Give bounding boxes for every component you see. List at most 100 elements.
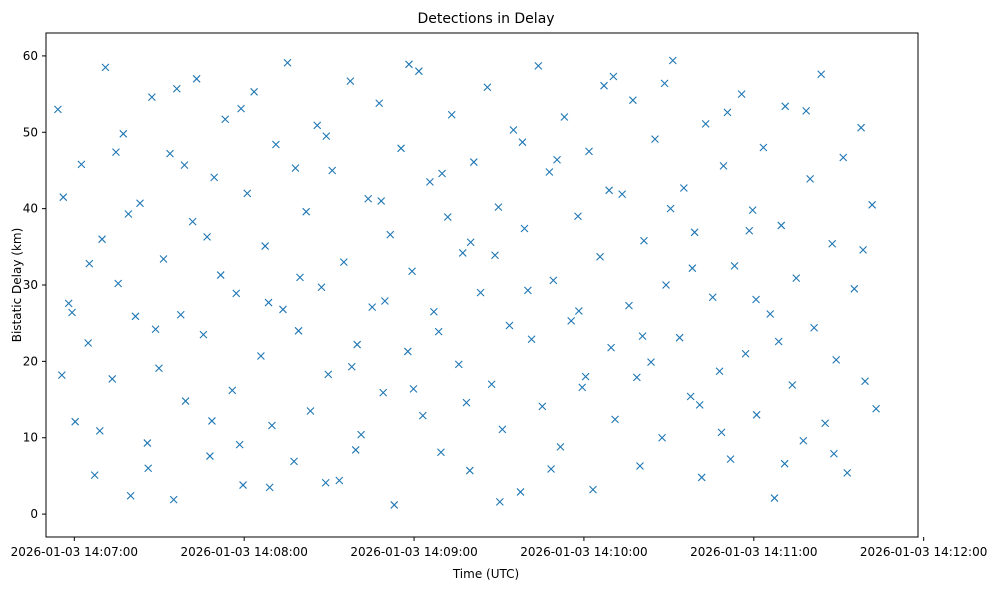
data-point [759,143,768,152]
data-point [498,425,507,434]
data-point [695,401,704,409]
data-point [210,173,219,182]
data-point [647,358,655,367]
data-point [527,335,536,344]
data-point [124,210,133,218]
data-point [364,194,373,203]
data-point [126,491,135,500]
data-point [830,449,838,458]
data-point [357,430,365,439]
data-point [418,411,427,420]
data-point [780,459,789,468]
data-point [375,99,384,108]
data-point [351,446,360,454]
y-tick-label: 30 [23,278,38,292]
data-point [54,105,62,114]
data-point [151,325,160,334]
data-point [770,494,779,502]
data-point [317,283,326,292]
data-point [494,203,503,211]
data-point [98,235,106,244]
data-point [112,148,120,157]
data-point [560,113,569,121]
data-point [708,293,717,302]
data-point [221,115,230,124]
data-point [640,236,648,245]
data-point [291,164,300,173]
data-point [868,200,877,209]
data-point [607,343,615,352]
data-point [386,230,395,239]
data-point [817,70,826,79]
data-point [632,373,641,382]
plot-area: 2026-01-03 14:07:00 2026-01-03 14:08:00 20… [11,32,987,559]
data-point [651,135,659,144]
data-point [169,495,178,504]
data-point [545,168,554,176]
data-point [859,245,867,254]
data-point [857,123,865,132]
data-point [144,464,153,473]
data-point [346,77,355,85]
data-point [290,457,298,466]
data-point [296,273,304,282]
data-point [166,149,174,158]
data-point [403,347,412,356]
data-point [715,367,724,376]
data-point [313,121,322,130]
data-point [101,63,110,72]
data-point [438,169,446,178]
data-points [54,56,880,509]
data-point [443,213,452,221]
data-point [839,153,848,162]
data-point [409,384,418,393]
data-point [294,326,303,335]
data-point [799,436,808,445]
data-point [491,251,499,260]
data-point [505,321,514,330]
data-point [192,74,201,83]
data-point [872,404,880,413]
data-point [520,224,529,233]
data-point [143,439,152,447]
data-point [660,79,669,88]
data-point [239,481,247,489]
data-point [719,161,728,170]
data-point [306,407,315,415]
data-point [465,466,474,475]
data-point [408,267,416,276]
data-point [487,380,496,389]
data-point [518,138,527,147]
data-point [741,349,750,358]
data-point [662,281,670,289]
y-axis-label: Bistatic Delay (km) [10,228,24,343]
data-point [636,462,644,470]
data-point [748,206,757,215]
data-point [347,362,356,371]
data-point [567,317,576,325]
data-point [828,239,837,248]
data-point [574,212,582,221]
x-axis-ticks: 2026-01-03 14:07:00 2026-01-03 14:08:00 20… [11,537,987,559]
data-point [84,339,93,347]
data-point [737,90,746,98]
data-point [843,468,852,477]
data-point [188,217,197,226]
data-point [71,417,80,426]
data-point [658,433,666,442]
data-point [68,308,76,317]
x-tick-label: 2026-01-03 14:10:00 [520,545,647,559]
data-point [777,221,786,230]
data-point [256,352,265,360]
data-point [434,327,443,336]
data-point [114,279,123,288]
data-point [429,307,438,316]
data-point [136,199,144,208]
data-point [454,360,463,369]
data-point [697,473,706,482]
data-point [279,305,287,314]
y-tick-label: 20 [23,354,38,368]
data-point [810,323,818,332]
